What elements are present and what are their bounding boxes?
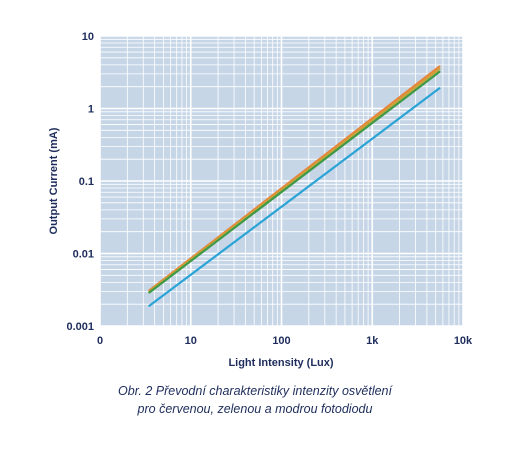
x-tick-label: 0 <box>97 335 103 347</box>
x-tick-label: 100 <box>272 335 290 347</box>
figure-caption: Obr. 2 Převodní charakteristiky intenzit… <box>0 382 510 418</box>
y-tick-label: 10 <box>82 31 94 43</box>
y-tick-label: 1 <box>88 104 94 116</box>
series-line <box>148 67 441 293</box>
caption-line-2: pro červenou, zelenou a modrou fotodiodu <box>137 402 373 416</box>
y-tick-labels: 0.001 0.01 0.1 1 10 <box>66 31 94 333</box>
x-axis-title: Light Intensity (Lux) <box>228 357 333 369</box>
y-tick-label: 0.001 <box>66 321 94 333</box>
caption-line-1: Obr. 2 Převodní charakteristiky intenzit… <box>118 384 392 398</box>
series-line <box>148 87 441 307</box>
chart: 0 10 100 1k 10k 0.001 0.01 0.1 1 10 Light Intens… <box>48 31 473 369</box>
series-line <box>148 70 441 294</box>
y-axis-title: Output Current (mA) <box>48 127 60 234</box>
x-tick-label: 10 <box>185 335 197 347</box>
y-tick-label: 0.1 <box>79 176 94 188</box>
x-tick-labels: 0 10 100 1k 10k <box>97 335 473 347</box>
x-tick-label: 10k <box>454 335 473 347</box>
series-group <box>148 65 441 307</box>
x-tick-label: 1k <box>366 335 379 347</box>
y-tick-label: 0.01 <box>73 249 94 261</box>
grid-major <box>99 35 464 327</box>
